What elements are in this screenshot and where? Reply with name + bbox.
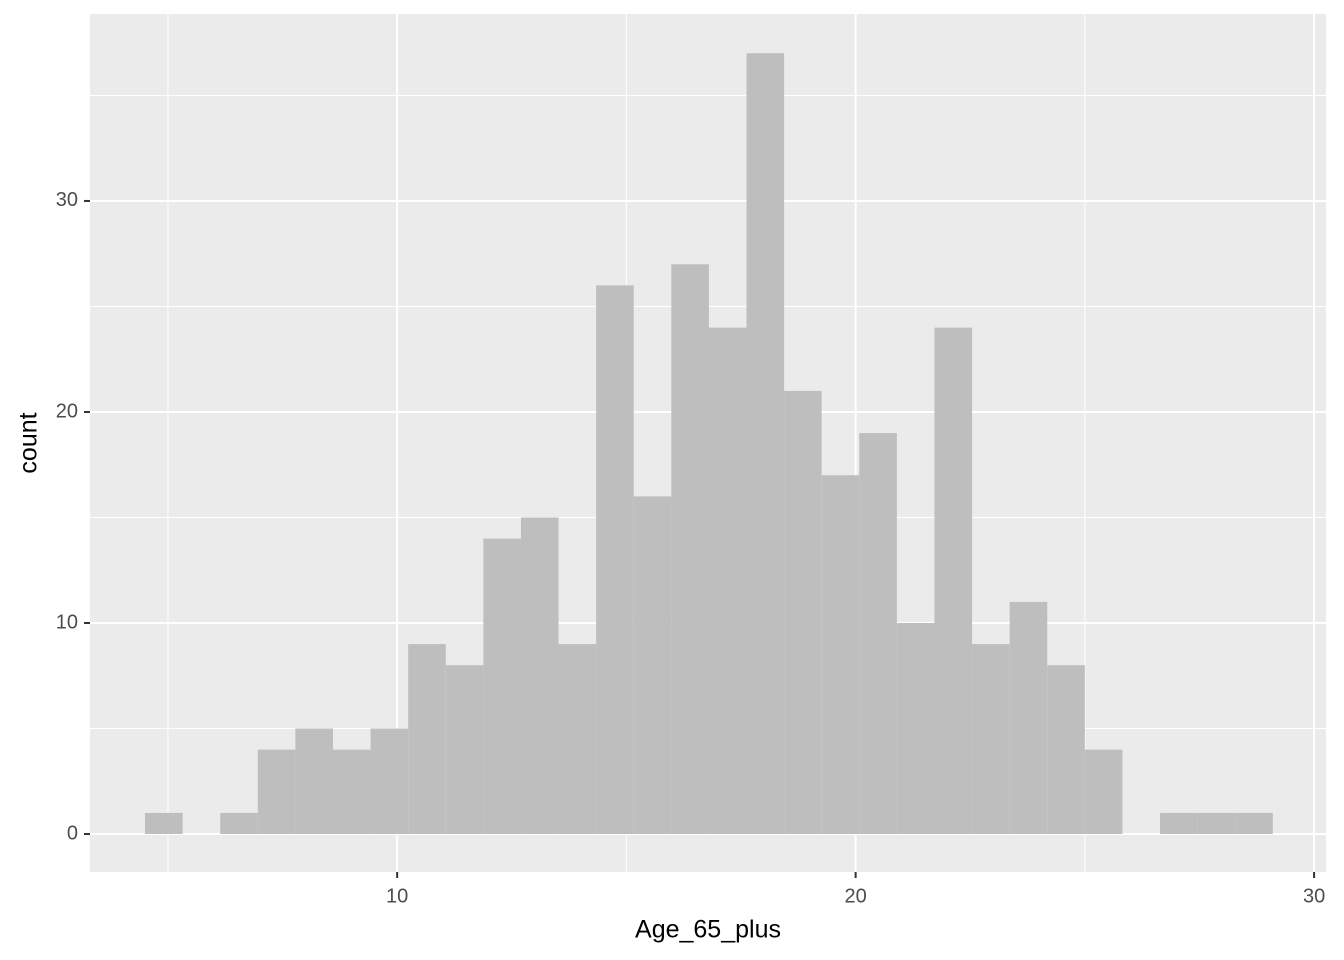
- bar: [408, 644, 446, 835]
- bar: [671, 264, 709, 835]
- bar: [1160, 812, 1198, 835]
- bar: [558, 644, 597, 835]
- bar: [445, 665, 484, 835]
- bar: [1047, 665, 1085, 835]
- bar: [483, 538, 521, 835]
- y-tick-label: 30: [56, 189, 78, 211]
- bar: [520, 517, 559, 835]
- bar: [370, 728, 409, 835]
- bar: [596, 285, 634, 835]
- bar: [746, 53, 785, 835]
- y-tick-label: 0: [67, 822, 78, 844]
- y-tick-label: 20: [56, 400, 78, 422]
- bar: [859, 433, 897, 835]
- bar: [934, 327, 973, 835]
- bar: [1197, 812, 1236, 835]
- bar: [821, 475, 860, 835]
- bar: [145, 812, 183, 835]
- bar: [896, 622, 935, 835]
- x-tick-label: 30: [1303, 885, 1325, 907]
- y-axis-title: count: [15, 412, 43, 473]
- y-tick-label: 10: [56, 611, 78, 633]
- bar: [633, 496, 672, 835]
- bar: [257, 749, 296, 835]
- bar: [784, 390, 822, 835]
- x-axis-title: Age_65_plus: [635, 916, 781, 944]
- bar: [708, 327, 747, 835]
- bar: [1235, 812, 1273, 835]
- bar: [1009, 601, 1048, 835]
- x-tick-label: 10: [386, 885, 408, 907]
- bar: [332, 749, 371, 835]
- bar: [295, 728, 333, 835]
- bar: [1084, 749, 1123, 835]
- bar: [972, 644, 1010, 835]
- bar: [220, 812, 258, 835]
- x-tick-label: 20: [844, 885, 866, 907]
